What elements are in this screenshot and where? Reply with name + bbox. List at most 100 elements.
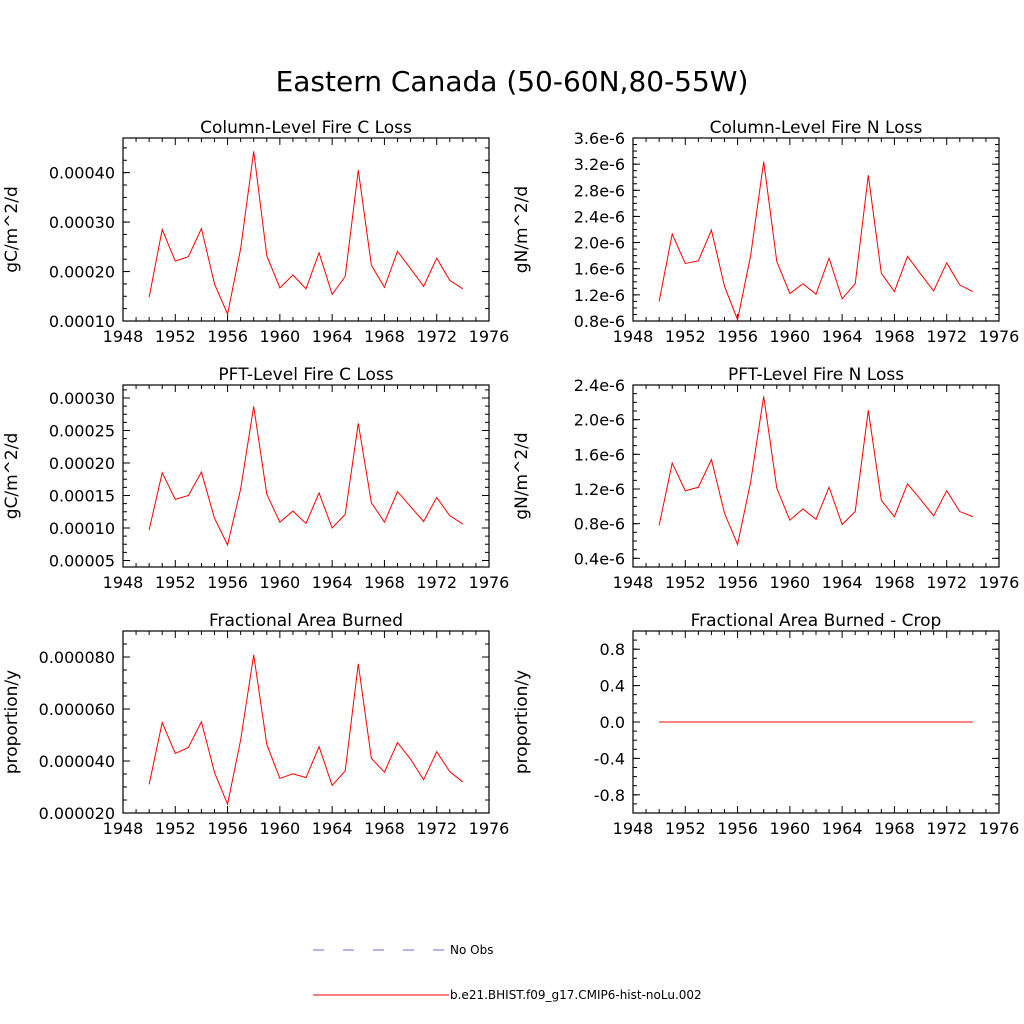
x-tick-label: 1960 — [769, 819, 810, 838]
y-tick-label: 0.8e-6 — [574, 312, 625, 331]
y-tick-label: 0.4 — [600, 677, 625, 696]
plot-frame — [122, 630, 490, 814]
x-tick-label: 1976 — [979, 573, 1020, 592]
x-tick-label: 1968 — [364, 573, 405, 592]
plot-frame — [122, 384, 490, 568]
y-axis-label: gN/m^2/d — [512, 432, 532, 519]
x-tick-label: 1972 — [416, 819, 457, 838]
x-tick-label: 1964 — [822, 819, 863, 838]
x-tick-label: 1952 — [155, 573, 196, 592]
x-tick-label: 1948 — [613, 573, 654, 592]
series-line — [148, 406, 464, 547]
y-tick-label: 0.8 — [600, 640, 625, 659]
y-axis-label: gC/m^2/d — [2, 433, 22, 520]
x-tick-label: 1976 — [979, 327, 1020, 346]
y-tick-label: -0.4 — [594, 749, 625, 768]
legend-obs-label: No Obs — [450, 943, 493, 957]
x-tick-label: 1976 — [469, 327, 510, 346]
y-tick-label: 3.2e-6 — [574, 155, 625, 174]
y-tick-label: 0.000060 — [39, 700, 115, 719]
x-tick-label: 1948 — [103, 573, 144, 592]
legend-model-label: b.e21.BHIST.f09_g17.CMIP6-hist-noLu.002 — [450, 988, 702, 1002]
x-tick-label: 1956 — [717, 573, 758, 592]
x-tick-label: 1964 — [312, 573, 353, 592]
x-tick-label: 1952 — [665, 573, 706, 592]
y-tick-label: 0.00020 — [49, 454, 115, 473]
y-tick-label: 2.4e-6 — [574, 376, 625, 395]
y-tick-label: 0.00005 — [49, 552, 115, 571]
x-tick-label: 1956 — [717, 327, 758, 346]
y-tick-label: 0.00030 — [49, 213, 115, 232]
x-tick-label: 1952 — [155, 327, 196, 346]
x-tick-label: 1964 — [312, 819, 353, 838]
x-tick-label: 1952 — [665, 819, 706, 838]
x-tick-label: 1968 — [874, 819, 915, 838]
panel-title: Column-Level Fire N Loss — [710, 118, 923, 138]
x-tick-label: 1956 — [207, 327, 248, 346]
y-tick-label: -0.8 — [594, 786, 625, 805]
x-tick-label: 1956 — [207, 573, 248, 592]
x-tick-label: 1968 — [874, 573, 915, 592]
plot-frame — [632, 384, 1000, 568]
x-tick-label: 1964 — [822, 327, 863, 346]
y-axis-label: proportion/y — [512, 670, 532, 774]
y-tick-label: 0.8e-6 — [574, 515, 625, 534]
plot-frame — [122, 137, 490, 322]
x-tick-label: 1960 — [769, 327, 810, 346]
x-tick-label: 1968 — [364, 327, 405, 346]
x-tick-label: 1972 — [926, 819, 967, 838]
panel-title: PFT-Level Fire N Loss — [728, 365, 904, 385]
y-tick-label: 2.4e-6 — [574, 207, 625, 226]
chart-panel-2: Column-Level Fire N Loss gN/m^2/d 1948 1952… — [512, 118, 1019, 346]
y-tick-label: 0.000040 — [39, 752, 115, 771]
y-tick-label: 0.00030 — [49, 389, 115, 408]
x-tick-label: 1976 — [469, 819, 510, 838]
y-tick-label: 2.0e-6 — [574, 411, 625, 430]
panel-title: PFT-Level Fire C Loss — [218, 365, 393, 385]
figure-title: Eastern Canada (50-60N,80-55W) — [276, 65, 749, 98]
y-tick-label: 0.00015 — [49, 487, 115, 506]
series-line — [658, 396, 974, 547]
x-tick-label: 1952 — [155, 819, 196, 838]
y-tick-label: 1.2e-6 — [574, 480, 625, 499]
y-tick-label: 0.00020 — [49, 263, 115, 282]
y-tick-label: 1.6e-6 — [574, 260, 625, 279]
x-tick-label: 1948 — [613, 327, 654, 346]
y-tick-label: 0.00025 — [49, 422, 115, 441]
y-axis-label: gC/m^2/d — [2, 186, 22, 273]
x-tick-label: 1952 — [665, 327, 706, 346]
y-tick-label: 0.4e-6 — [574, 549, 625, 568]
panel-grid: Column-Level Fire C Loss gC/m^2/d 1948 1952… — [2, 118, 1019, 838]
series-line — [148, 151, 464, 316]
chart-panel-1: Column-Level Fire C Loss gC/m^2/d 1948 1952… — [2, 118, 509, 346]
y-tick-label: 1.6e-6 — [574, 445, 625, 464]
x-tick-label: 1968 — [364, 819, 405, 838]
y-tick-label: 3.6e-6 — [574, 129, 625, 148]
y-tick-label: 0.00010 — [49, 312, 115, 331]
x-tick-label: 1948 — [103, 327, 144, 346]
series-line — [658, 161, 974, 322]
x-tick-label: 1956 — [207, 819, 248, 838]
chart-panel-5: Fractional Area Burned proportion/y 1948 19… — [2, 611, 509, 838]
chart-panel-4: PFT-Level Fire N Loss gN/m^2/d 1948 1952 195… — [512, 365, 1019, 592]
x-tick-label: 1964 — [312, 327, 353, 346]
x-tick-label: 1972 — [416, 573, 457, 592]
series-line — [148, 654, 464, 806]
panel-title: Column-Level Fire C Loss — [200, 118, 412, 138]
y-tick-label: 0.000020 — [39, 804, 115, 823]
x-tick-label: 1960 — [259, 573, 300, 592]
y-tick-label: 1.2e-6 — [574, 286, 625, 305]
x-tick-label: 1976 — [469, 573, 510, 592]
x-tick-label: 1960 — [259, 819, 300, 838]
x-tick-label: 1960 — [259, 327, 300, 346]
x-tick-label: 1960 — [769, 573, 810, 592]
x-tick-label: 1964 — [822, 573, 863, 592]
x-tick-label: 1968 — [874, 327, 915, 346]
x-tick-label: 1972 — [416, 327, 457, 346]
y-axis-label: gN/m^2/d — [512, 186, 532, 273]
y-tick-label: 0.0 — [600, 713, 625, 732]
y-tick-label: 2.8e-6 — [574, 181, 625, 200]
y-axis-label: proportion/y — [2, 670, 22, 774]
x-tick-label: 1956 — [717, 819, 758, 838]
